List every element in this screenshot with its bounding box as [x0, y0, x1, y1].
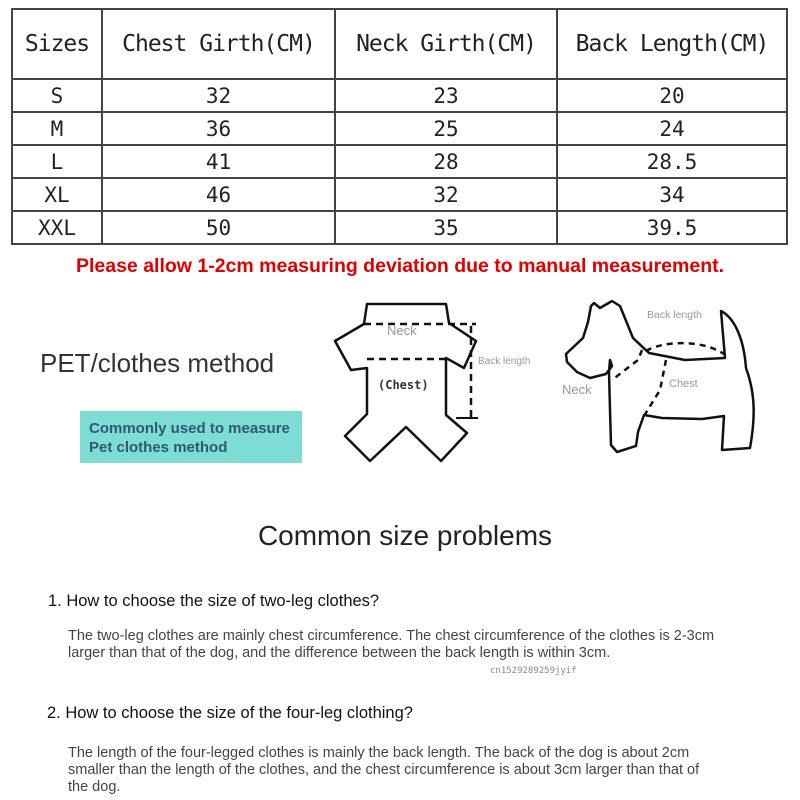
table-row: L 41 28 28.5 — [11, 144, 788, 179]
faq-title: Common size problems — [257, 520, 553, 551]
back-cell: 34 — [556, 177, 788, 212]
back-cell: 39.5 — [556, 210, 788, 245]
back-cell: 28.5 — [556, 144, 788, 179]
dog-chest-dashed-line — [642, 359, 668, 417]
chest-cell: 41 — [101, 144, 336, 179]
neck-cell: 23 — [334, 78, 558, 113]
neck-cell: 35 — [334, 210, 558, 245]
clothes-neck-label: Neck — [387, 323, 417, 338]
chest-cell: 50 — [101, 210, 336, 245]
chest-cell: 36 — [101, 111, 336, 146]
dog-diagram — [564, 299, 755, 454]
dog-neck-label: Neck — [562, 382, 592, 397]
chest-cell: 46 — [101, 177, 336, 212]
dog-outline — [564, 299, 755, 454]
back-cell: 20 — [556, 78, 788, 113]
header-neck: Neck Girth(CM) — [334, 8, 558, 80]
neck-cell: 32 — [334, 177, 558, 212]
dog-back-dashed-line — [645, 341, 725, 356]
badge-line-1: Commonly used to measure — [89, 420, 290, 437]
size-table: Sizes Chest Girth(CM) Neck Girth(CM) Bac… — [11, 8, 788, 245]
header-sizes: Sizes — [11, 8, 103, 80]
size-cell: XL — [11, 177, 103, 212]
faq-answer-1: The two-leg clothes are mainly chest cir… — [68, 628, 715, 661]
table-row: XL 46 32 34 — [11, 177, 788, 212]
table-row: XXL 50 35 39.5 — [11, 210, 788, 245]
size-cell: L — [11, 144, 103, 179]
watermark: cn1529289259jyif — [490, 666, 577, 676]
dog-neck-dashed-line — [611, 349, 644, 381]
neck-cell: 28 — [334, 144, 558, 179]
table-header-row: Sizes Chest Girth(CM) Neck Girth(CM) Bac… — [11, 8, 788, 80]
back-cell: 24 — [556, 111, 788, 146]
table-row: S 32 23 20 — [11, 78, 788, 113]
method-badge: Commonly used to measure Pet clothes met… — [80, 411, 302, 463]
header-chest: Chest Girth(CM) — [101, 8, 336, 80]
badge-line-2: Pet clothes method — [89, 439, 228, 456]
faq-question-1: 1. How to choose the size of two-leg clo… — [48, 592, 380, 610]
table-row: M 36 25 24 — [11, 111, 788, 146]
clothes-chest-label: (Chest) — [378, 378, 429, 392]
method-title: PET/clothes method — [40, 348, 275, 378]
size-cell: M — [11, 111, 103, 146]
clothes-diagram — [333, 302, 478, 463]
size-cell: XXL — [11, 210, 103, 245]
size-cell: S — [11, 78, 103, 113]
chest-cell: 32 — [101, 78, 336, 113]
header-back: Back Length(CM) — [556, 8, 788, 80]
neck-cell: 25 — [334, 111, 558, 146]
faq-answer-2: The length of the four-legged clothes is… — [68, 745, 700, 795]
dog-back-length-label: Back length — [647, 309, 702, 321]
faq-question-2: 2. How to choose the size of the four-le… — [47, 704, 413, 722]
measurement-diagrams: Neck (Chest) Back length Back length Nec… — [333, 299, 755, 463]
dog-chest-label: Chest — [669, 378, 698, 390]
measurement-notice: Please allow 1-2cm measuring deviation d… — [75, 255, 725, 277]
clothes-back-length-label: Back length — [478, 356, 530, 367]
